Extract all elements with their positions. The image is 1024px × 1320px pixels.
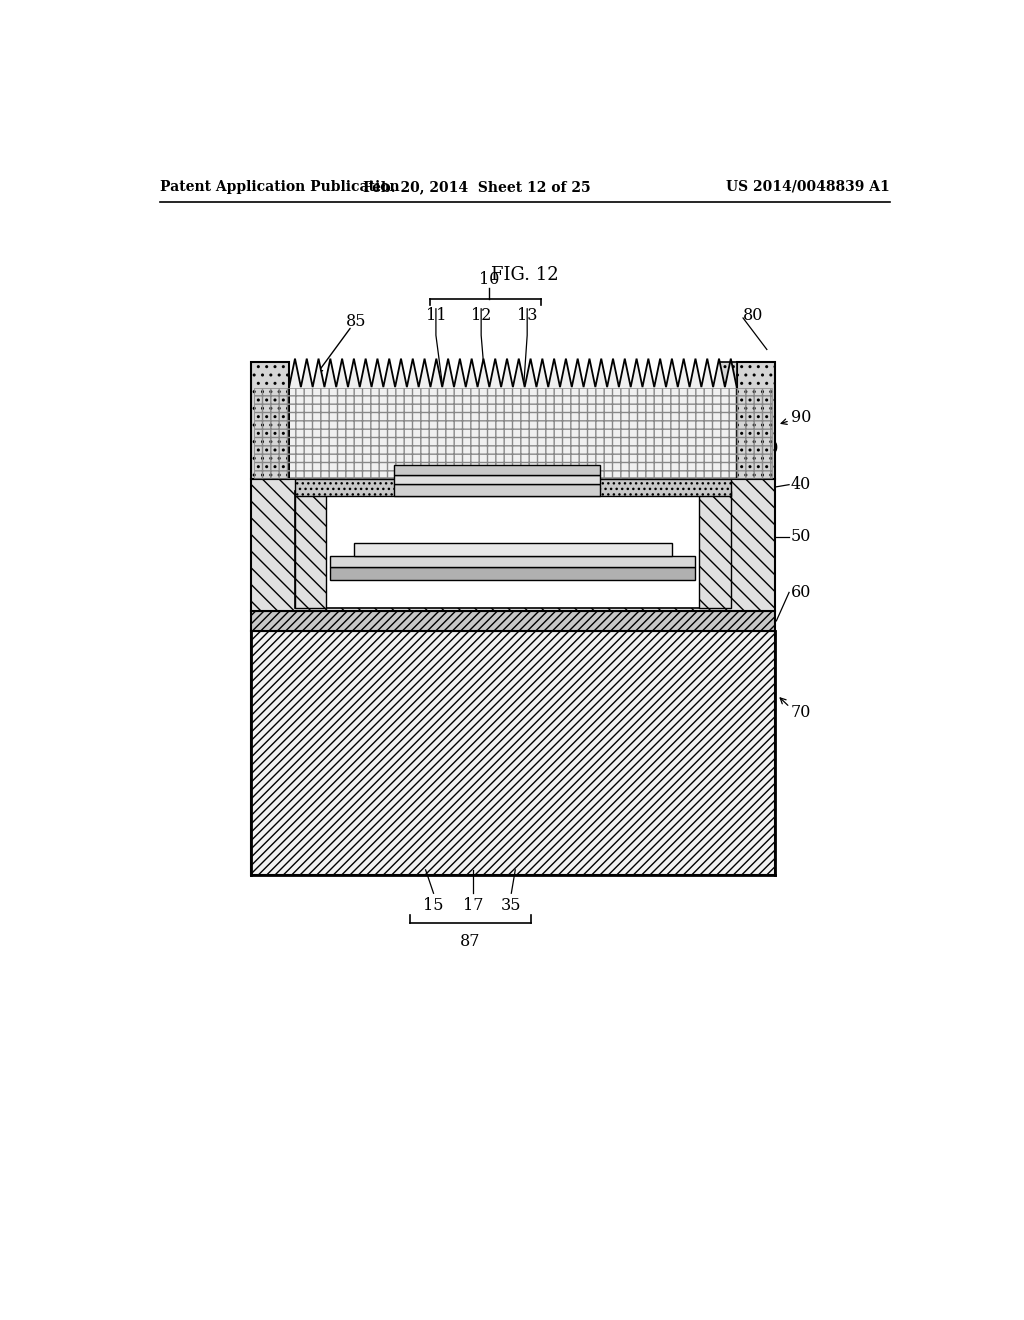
Bar — [394, 483, 600, 496]
Text: 30: 30 — [759, 440, 779, 457]
Bar — [251, 479, 775, 611]
Bar — [354, 544, 672, 557]
Text: 13: 13 — [517, 306, 538, 323]
Text: 40: 40 — [791, 477, 811, 494]
Text: 85: 85 — [346, 313, 367, 330]
Bar — [394, 466, 600, 475]
Bar — [295, 491, 327, 607]
Bar — [331, 568, 695, 581]
Text: US 2014/0048839 A1: US 2014/0048839 A1 — [726, 180, 890, 194]
Text: 70: 70 — [791, 704, 811, 721]
Text: 87: 87 — [460, 932, 480, 949]
Text: 90: 90 — [791, 409, 811, 426]
Text: Patent Application Publication: Patent Application Publication — [160, 180, 399, 194]
Bar — [295, 491, 731, 607]
Polygon shape — [289, 359, 736, 479]
Text: 50: 50 — [791, 528, 811, 545]
Bar — [394, 475, 600, 483]
Text: 15: 15 — [423, 898, 443, 913]
Bar — [736, 362, 775, 479]
Text: Feb. 20, 2014  Sheet 12 of 25: Feb. 20, 2014 Sheet 12 of 25 — [364, 180, 591, 194]
Bar — [699, 491, 731, 607]
Bar — [331, 557, 695, 568]
Text: FIG. 12: FIG. 12 — [490, 267, 559, 284]
Text: 35: 35 — [501, 898, 521, 913]
Bar — [254, 388, 772, 478]
Bar — [251, 387, 775, 479]
Bar — [251, 611, 775, 631]
Text: 10: 10 — [479, 272, 500, 289]
Text: 60: 60 — [791, 583, 811, 601]
Bar — [253, 387, 772, 479]
Text: 11: 11 — [426, 306, 446, 323]
Bar — [251, 631, 775, 875]
Text: 12: 12 — [471, 306, 492, 323]
Bar — [719, 362, 736, 397]
Bar — [251, 362, 289, 479]
Bar — [295, 479, 731, 496]
Text: 80: 80 — [743, 308, 764, 325]
Text: 17: 17 — [463, 898, 483, 913]
